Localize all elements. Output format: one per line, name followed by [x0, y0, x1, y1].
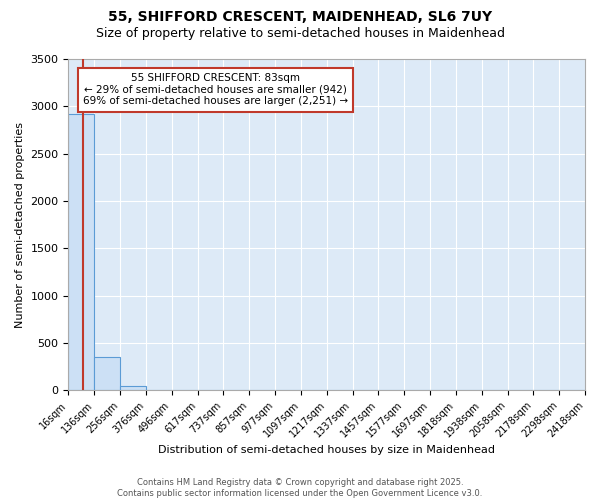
Text: Contains HM Land Registry data © Crown copyright and database right 2025.
Contai: Contains HM Land Registry data © Crown c… [118, 478, 482, 498]
Text: 55, SHIFFORD CRESCENT, MAIDENHEAD, SL6 7UY: 55, SHIFFORD CRESCENT, MAIDENHEAD, SL6 7… [108, 10, 492, 24]
Bar [94, 357, 120, 390]
Bar [120, 386, 146, 390]
Y-axis label: Number of semi-detached properties: Number of semi-detached properties [15, 122, 25, 328]
X-axis label: Distribution of semi-detached houses by size in Maidenhead: Distribution of semi-detached houses by … [158, 445, 495, 455]
Text: 55 SHIFFORD CRESCENT: 83sqm
← 29% of semi-detached houses are smaller (942)
69% : 55 SHIFFORD CRESCENT: 83sqm ← 29% of sem… [83, 73, 348, 106]
Bar [68, 114, 94, 390]
Text: Size of property relative to semi-detached houses in Maidenhead: Size of property relative to semi-detach… [95, 28, 505, 40]
